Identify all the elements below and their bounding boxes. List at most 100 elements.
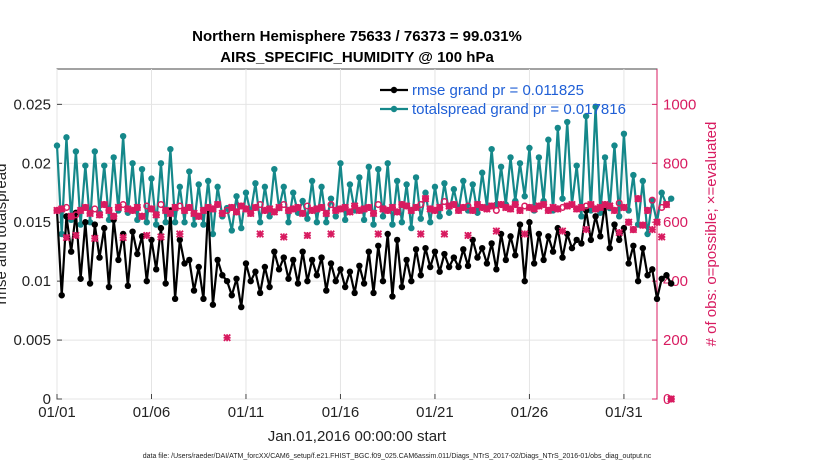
obs-evaluated-point xyxy=(341,203,350,212)
obs-evaluated-point xyxy=(398,200,406,209)
totalspread-point xyxy=(379,213,387,220)
rmse-point xyxy=(408,277,415,285)
rmse-point xyxy=(77,275,84,282)
totalspread-point xyxy=(82,162,89,169)
totalspread-point xyxy=(332,213,339,220)
totalspread-point xyxy=(478,169,486,176)
obs-evaluated-point xyxy=(57,205,66,213)
rmse-point xyxy=(214,256,221,264)
obs-possible-point xyxy=(615,199,623,207)
obs-evaluated-point xyxy=(634,194,642,203)
rmse-point xyxy=(379,277,387,285)
totalspread-point xyxy=(521,193,528,200)
rmse-point xyxy=(587,236,595,244)
obs-evaluated-point xyxy=(360,205,368,213)
rmse-point xyxy=(105,283,113,291)
rmse-point xyxy=(460,246,467,253)
obs-evaluated-point xyxy=(142,231,151,240)
obs-evaluated-point xyxy=(445,202,453,210)
totalspread-point xyxy=(417,215,424,222)
obs-evaluated-point xyxy=(242,205,250,213)
obs-evaluated-point xyxy=(624,218,633,227)
rmse-point xyxy=(323,287,330,294)
obs-evaluated-point xyxy=(426,205,435,213)
rmse-point xyxy=(261,263,269,271)
y-tick-label: 0.005 xyxy=(13,332,51,349)
rmse-point xyxy=(573,236,580,244)
rmse-point xyxy=(143,277,150,285)
totalspread-point xyxy=(327,195,335,202)
x-tick-label: 01/11 xyxy=(228,404,264,421)
totalspread-point xyxy=(559,195,566,202)
rmse-point xyxy=(530,260,538,267)
obs-evaluated-point xyxy=(119,233,127,242)
totalspread-point xyxy=(242,189,250,196)
totalspread-point xyxy=(497,163,505,171)
chart-subtitle: AIRS_SPECIFIC_HUMIDITY @ 100 hPa xyxy=(220,49,494,66)
rmse-point xyxy=(238,303,245,311)
obs-evaluated-point xyxy=(379,205,387,213)
obs-evaluated-point xyxy=(407,206,416,215)
totalspread-point xyxy=(398,219,406,226)
obs-evaluated-point xyxy=(657,233,666,241)
obs-possible-point xyxy=(303,202,311,210)
rmse-point xyxy=(658,275,665,282)
obs-evaluated-point xyxy=(497,200,505,209)
data-file-footer: data file: /Users/raeder/DAI/ATM_forcXX/… xyxy=(143,453,652,460)
totalspread-point xyxy=(441,180,448,187)
totalspread-point xyxy=(573,162,580,169)
rmse-point xyxy=(507,233,514,240)
totalspread-point xyxy=(639,177,647,185)
rmse-point xyxy=(209,301,217,308)
legend-totalspread-marker xyxy=(390,105,398,113)
obs-evaluated-point xyxy=(157,233,165,241)
rmse-point xyxy=(233,275,240,282)
totalspread-point xyxy=(658,189,665,196)
rmse-point xyxy=(445,263,453,271)
obs-evaluated-point xyxy=(558,227,567,235)
totalspread-point xyxy=(370,221,377,228)
totalspread-point xyxy=(616,213,623,220)
obs-evaluated-point xyxy=(629,225,638,234)
rmse-point xyxy=(663,272,670,279)
totalspread-point xyxy=(290,189,297,196)
rmse-point xyxy=(181,260,188,267)
rmse-point xyxy=(82,219,89,226)
obs-evaluated-point xyxy=(369,209,378,218)
rmse-point xyxy=(393,236,401,244)
totalspread-point xyxy=(545,136,552,143)
obs-evaluated-point xyxy=(638,221,647,229)
rmse-point xyxy=(290,256,297,264)
totalspread-point xyxy=(582,112,590,120)
rmse-point xyxy=(134,250,141,258)
obs-evaluated-point xyxy=(544,206,553,215)
rmse-point xyxy=(554,224,561,232)
obs-evaluated-point xyxy=(171,203,179,212)
legend: rmse grand pr = 0.011825 totalspread gra… xyxy=(380,82,626,118)
obs-evaluated-point xyxy=(180,206,189,215)
totalspread-point xyxy=(129,160,136,167)
rmse-point xyxy=(332,277,339,285)
obs-evaluated-point xyxy=(298,209,307,218)
obs-evaluated-point xyxy=(553,205,562,213)
obs-evaluated-point xyxy=(109,212,118,221)
obs-possible-point xyxy=(374,200,382,209)
totalspread-point xyxy=(365,163,373,171)
obs-evaluated-point xyxy=(166,209,175,218)
rmse-point xyxy=(162,280,169,287)
obs-evaluated-point xyxy=(487,202,496,210)
x-tick-label: 01/06 xyxy=(133,404,171,421)
rmse-point xyxy=(294,280,302,287)
totalspread-point xyxy=(153,221,160,228)
rmse-point xyxy=(549,248,557,255)
obs-evaluated-point xyxy=(577,203,586,212)
legend-rmse-marker xyxy=(390,86,398,94)
obs-evaluated-point xyxy=(175,230,184,238)
rmse-point xyxy=(450,254,458,261)
totalspread-point xyxy=(256,219,264,226)
rmse-point xyxy=(597,233,604,240)
obs-evaluated-point xyxy=(270,208,279,216)
obs-evaluated-point xyxy=(648,225,657,234)
obs-evaluated-point xyxy=(279,233,288,241)
obs-evaluated-point xyxy=(218,209,227,218)
